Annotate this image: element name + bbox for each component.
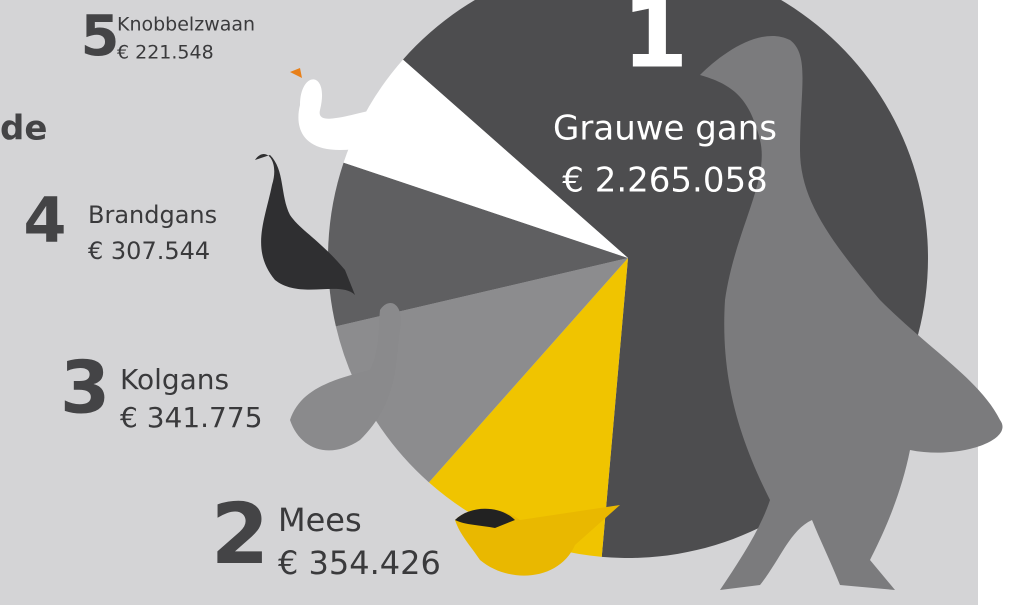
rank-number: 2 — [211, 485, 269, 583]
pie-slice — [328, 162, 628, 327]
kolgans-silhouette — [290, 302, 401, 451]
pie-slice — [335, 258, 628, 483]
value-label: € 341.775 — [120, 401, 263, 434]
bird-silhouettes — [255, 35, 1003, 590]
rank-number: 4 — [23, 184, 66, 257]
rank-number: 5 — [81, 4, 120, 69]
rank-number: 1 — [622, 0, 689, 89]
pie-slice — [428, 258, 628, 557]
swan-silhouette — [298, 79, 402, 150]
value-label: € 2.265.058 — [562, 161, 767, 201]
category-label: Mees — [278, 501, 362, 539]
labels: 1 Grauwe gans € 2.265.058 2 Mees € 354.426 3 Ko… — [23, 0, 777, 583]
category-label: Brandgans — [88, 201, 217, 229]
category-label: Kolgans — [120, 363, 229, 396]
pie-slice — [343, 59, 628, 258]
category-label: Knobbelzwaan — [117, 14, 255, 36]
value-label: € 354.426 — [278, 544, 441, 582]
category-label: Grauwe gans — [553, 109, 777, 149]
rank-number: 3 — [60, 346, 110, 430]
mees-head — [455, 508, 515, 528]
brandgans-silhouette — [255, 154, 355, 295]
value-label: € 307.544 — [88, 237, 210, 265]
title-fragment: de — [0, 109, 47, 149]
goose-silhouette — [700, 35, 1003, 590]
swan-beak — [290, 68, 302, 78]
value-label: € 221.548 — [117, 42, 214, 64]
